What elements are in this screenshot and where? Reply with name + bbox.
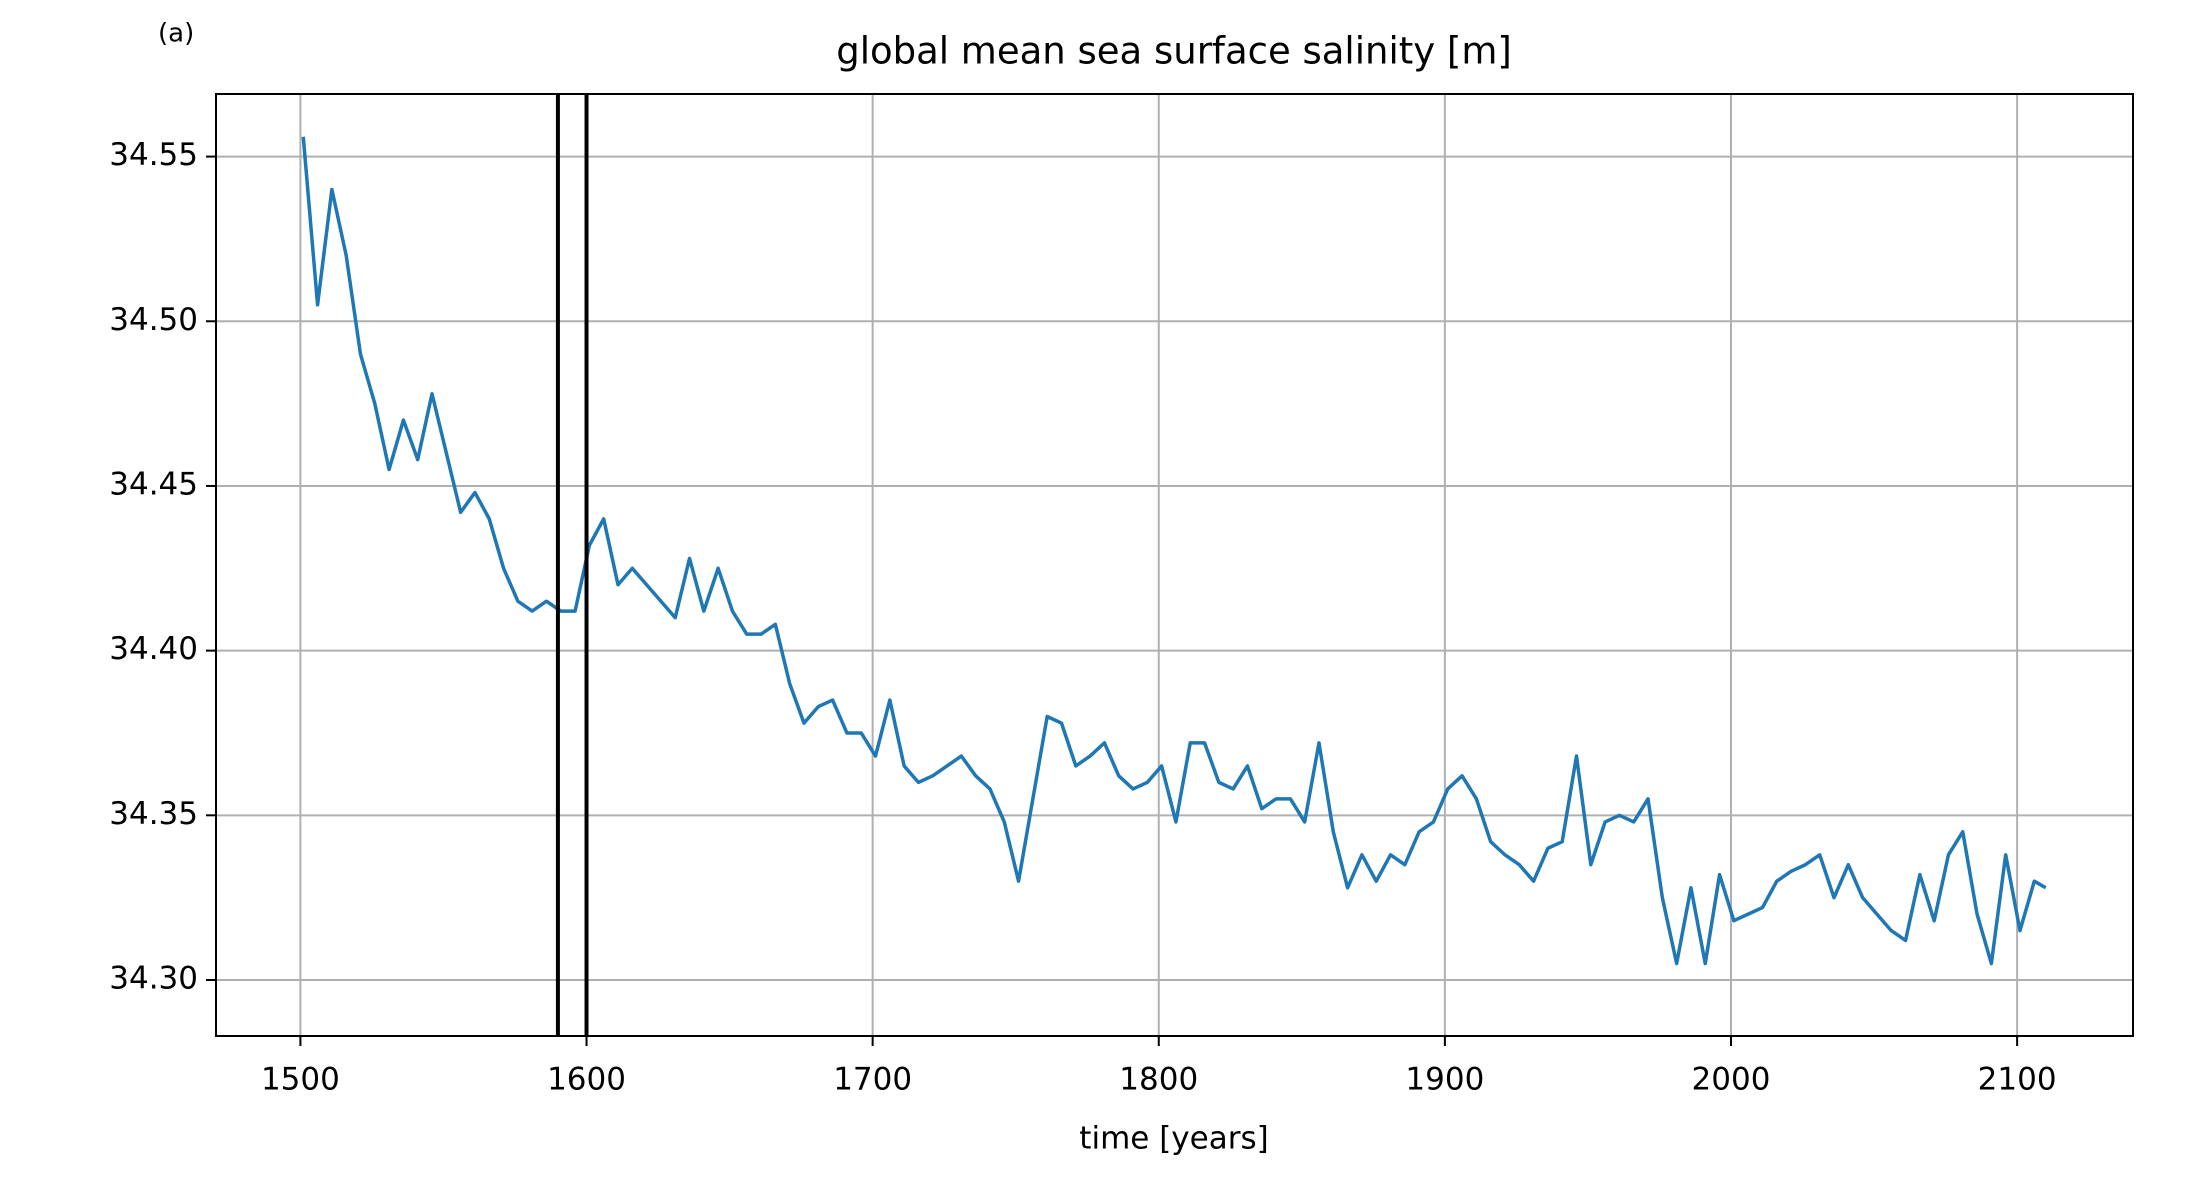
x-tick-label: 2100 [1978,1062,2057,1098]
x-tick-label: 1900 [1405,1062,1484,1098]
panel-label: (a) [158,19,194,49]
chart-title: global mean sea surface salinity [m] [836,30,1512,73]
y-tick-label: 34.45 [109,466,198,502]
plot-frame [215,93,2134,1037]
x-tick-label: 1800 [1119,1062,1198,1098]
y-tick-label: 34.30 [109,961,198,997]
y-tick-label: 34.35 [109,796,198,832]
x-tick-label: 1500 [261,1062,340,1098]
data-line [301,136,2047,966]
x-axis-label: time [years] [1079,1121,1268,1157]
x-tick-label: 1600 [547,1062,626,1098]
y-tick-label: 34.40 [109,631,198,667]
y-tick-label: 34.55 [109,137,198,173]
x-tick-label: 2000 [1692,1062,1771,1098]
x-tick-label: 1700 [833,1062,912,1098]
y-tick-label: 34.50 [109,302,198,338]
